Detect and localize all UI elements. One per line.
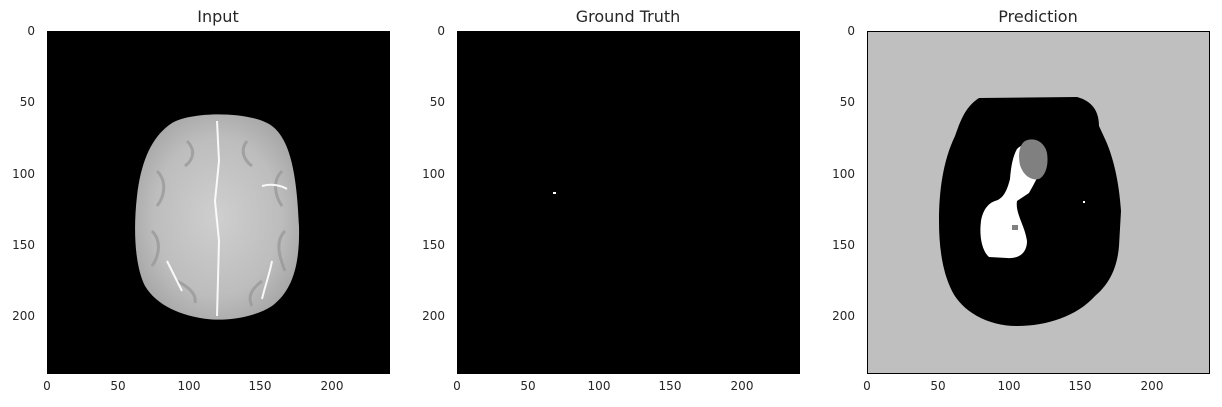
x-tick-50: 50: [520, 379, 536, 393]
y-tick-0: 0: [437, 24, 445, 38]
panel-title-input: Input: [197, 7, 239, 26]
panel-title-ground-truth: Ground Truth: [575, 7, 681, 26]
y-tick-0: 0: [847, 24, 855, 38]
ground-truth-image: [457, 31, 799, 373]
x-tick-200: 200: [320, 379, 344, 393]
panel-input: Input: [0, 0, 400, 407]
y-tick-150: 150: [832, 238, 855, 252]
x-tick-50: 50: [930, 379, 946, 393]
y-tick-200: 200: [422, 309, 445, 323]
ground-truth-lesion-dot: [553, 192, 556, 194]
x-tick-200: 200: [1140, 379, 1164, 393]
x-tick-0: 0: [453, 379, 461, 393]
y-tick-0: 0: [27, 24, 35, 38]
prediction-brain-region: [939, 97, 1121, 326]
mri-input-image: [47, 31, 389, 373]
prediction-lesion-gray: [1019, 139, 1048, 180]
y-tick-100: 100: [422, 167, 445, 181]
prediction-image: [867, 31, 1209, 373]
x-tick-50: 50: [110, 379, 126, 393]
x-tick-100: 100: [587, 379, 611, 393]
axes-frame: [867, 31, 1210, 374]
image-axes-prediction: 0 50 100 150 200 0 50 100 150 200: [832, 24, 1210, 393]
y-tick-50: 50: [839, 95, 855, 109]
axes-frame: [457, 31, 800, 374]
image-axes-input: 0 50 100 150 200 0 50 100 150 200: [12, 24, 390, 393]
y-tick-50: 50: [19, 95, 35, 109]
prediction-small-gray-spot: [1012, 225, 1018, 230]
y-tick-150: 150: [12, 238, 35, 252]
y-tick-200: 200: [832, 309, 855, 323]
axes-frame: [47, 31, 390, 374]
x-tick-150: 150: [658, 379, 682, 393]
prediction-small-white-spot: [1083, 201, 1085, 203]
y-tick-100: 100: [12, 167, 35, 181]
panel-ground-truth: Ground Truth 0 50 100 150 200 0 50 100 1…: [0, 0, 800, 407]
x-tick-150: 150: [1068, 379, 1092, 393]
y-tick-100: 100: [832, 167, 855, 181]
y-tick-200: 200: [12, 309, 35, 323]
y-tick-150: 150: [422, 238, 445, 252]
x-tick-0: 0: [863, 379, 871, 393]
x-tick-200: 200: [730, 379, 754, 393]
x-tick-150: 150: [248, 379, 272, 393]
image-axes-ground-truth: 0 50 100 150 200 0 50 100 150 200: [422, 24, 800, 393]
y-tick-50: 50: [429, 95, 445, 109]
x-tick-0: 0: [43, 379, 51, 393]
x-tick-100: 100: [177, 379, 201, 393]
panel-title-prediction: Prediction: [998, 7, 1078, 26]
x-tick-100: 100: [997, 379, 1021, 393]
